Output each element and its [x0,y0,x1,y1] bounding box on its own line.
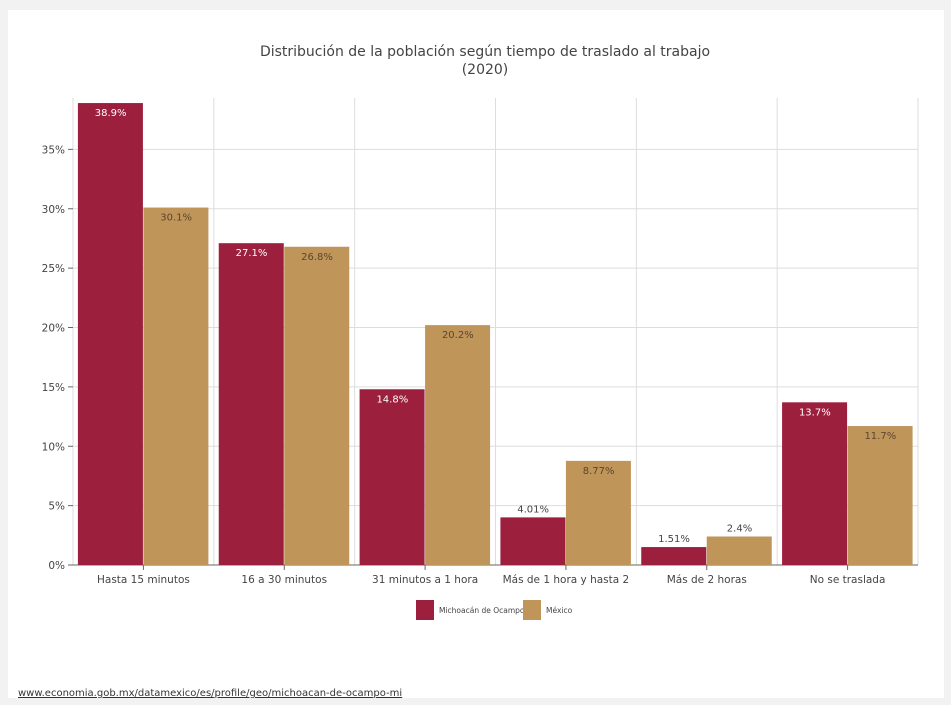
chart-subtitle: (2020) [462,62,509,78]
bars-layer [77,103,913,566]
bar[interactable] [425,325,491,565]
y-tick-label: 20% [42,323,65,335]
data-label: 38.9% [95,108,127,119]
bar[interactable] [782,402,848,565]
data-label: 26.8% [301,252,333,263]
bar[interactable] [77,103,143,565]
chart-card: Distribución de la población según tiemp… [8,10,944,699]
data-label: 8.77% [583,466,615,477]
legend-swatch[interactable] [416,600,434,620]
y-tick-label: 30% [42,204,65,216]
bar[interactable] [359,389,425,565]
legend-swatch[interactable] [523,600,541,620]
y-tick-label: 0% [48,560,65,572]
y-tick-label: 25% [42,263,65,275]
chart-title: Distribución de la población según tiemp… [260,44,710,60]
bar[interactable] [847,426,913,565]
bar[interactable] [284,246,350,565]
data-label: 27.1% [236,248,268,259]
legend-label[interactable]: Michoacán de Ocampo [439,606,525,615]
data-label: 14.8% [376,394,408,405]
x-axis-ticks: Hasta 15 minutos 16 a 30 minutos 31 minuto… [97,565,885,586]
data-label: 20.2% [442,330,474,341]
x-tick-label: 31 minutos a 1 hora [372,574,478,586]
bar[interactable] [218,243,284,565]
data-label: 11.7% [864,431,896,442]
y-tick-label: 35% [42,144,65,156]
data-labels-layer: 38.9% 30.1% 27.1% 26.8% 14.8% 20.2% 4.01% 8.77%… [95,108,896,545]
data-label: 1.51% [658,534,690,545]
y-tick-label: 10% [42,441,65,453]
y-tick-label: 5% [48,501,65,513]
data-label: 13.7% [799,407,831,418]
x-tick-label: Más de 2 horas [667,574,747,586]
x-tick-label: No se traslada [810,574,886,586]
data-label: 30.1% [160,213,192,224]
data-label: 4.01% [517,504,549,515]
legend: Michoacán de Ocampo México [416,600,573,620]
bar[interactable] [143,207,209,565]
grid-layer [72,98,919,566]
bar[interactable] [565,460,631,565]
legend-label[interactable]: México [546,606,573,615]
bar[interactable] [641,547,707,565]
source-link[interactable]: www.economia.gob.mx/datamexico/es/profil… [18,688,403,699]
data-label: 2.4% [727,524,752,535]
x-tick-label: Más de 1 hora y hasta 2 [503,574,630,586]
y-axis-ticks: 0% 5% 10% 15% 20% 25% 30% 35% [42,144,73,572]
bar[interactable] [500,517,566,565]
bar[interactable] [706,536,772,566]
x-tick-label: Hasta 15 minutos [97,574,190,586]
bar-chart: Distribución de la población según tiemp… [42,44,919,620]
y-tick-label: 15% [42,382,65,394]
x-tick-label: 16 a 30 minutos [241,574,327,586]
